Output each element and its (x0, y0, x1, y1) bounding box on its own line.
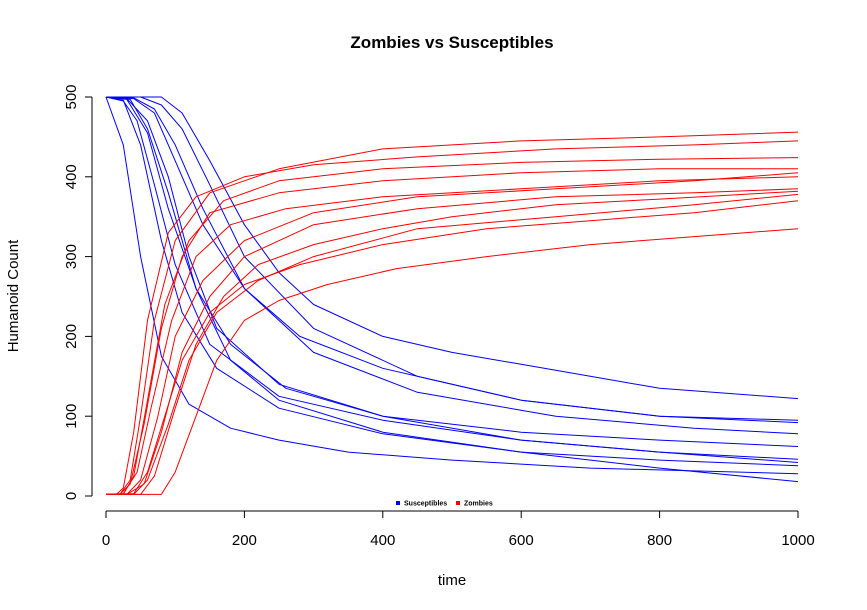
y-tick-label: 500 (63, 84, 80, 109)
susceptibles-series-line-9 (105, 96, 799, 483)
legend-swatch (456, 501, 460, 505)
x-axis-label: time (438, 572, 466, 589)
legend-swatch (396, 501, 400, 505)
legend-label: Susceptibles (404, 501, 447, 508)
zombies-series-line-19 (106, 228, 799, 495)
chart-title: Zombies vs Susceptibles (350, 33, 553, 52)
y-axis-label: Humanoid Count (5, 239, 22, 352)
zombies-series-line-12 (106, 168, 798, 495)
axes-layer: 0 200 400 600 800 1000 0 100 200 300 400 500 (63, 84, 815, 549)
x-tick-label: 800 (647, 532, 672, 549)
susceptibles-series-line-2 (105, 96, 799, 467)
legend: Susceptibles Zombies (396, 501, 493, 508)
susceptibles-series-line-6 (105, 96, 799, 435)
susceptibles-series-line-4 (105, 96, 799, 460)
zombies-series-line-17 (106, 193, 799, 495)
y-tick-label: 200 (63, 324, 80, 349)
y-tick-label: 100 (63, 404, 80, 429)
zombies-series-line-15 (106, 172, 799, 495)
zombies-series-line-16 (106, 188, 799, 495)
y-tick-label: 0 (63, 492, 80, 500)
zombies-series-line-11 (106, 131, 799, 495)
zombies-series-line-10 (106, 140, 799, 495)
y-tick-label: 300 (63, 244, 80, 269)
series-layer (105, 96, 799, 495)
zombies-series-line-13 (106, 157, 799, 495)
x-tick-label: 400 (370, 532, 395, 549)
zombies-series-line-18 (106, 190, 799, 495)
legend-label: Zombies (464, 501, 493, 508)
susceptibles-series-line-3 (105, 96, 799, 447)
x-tick-label: 600 (509, 532, 534, 549)
susceptibles-series-line-7 (106, 96, 799, 424)
x-tick-label: 1000 (781, 532, 814, 549)
zombies-series-line-20 (105, 200, 799, 495)
y-tick-label: 400 (63, 164, 80, 189)
x-tick-label: 0 (102, 532, 110, 549)
susceptibles-series-line-5 (105, 96, 799, 421)
zombies-series-line-14 (105, 176, 799, 495)
susceptibles-series-line-1 (105, 96, 799, 463)
x-tick-label: 200 (232, 532, 257, 549)
susceptibles-series-line-8 (106, 96, 799, 400)
susceptibles-series-line-0 (105, 96, 799, 475)
